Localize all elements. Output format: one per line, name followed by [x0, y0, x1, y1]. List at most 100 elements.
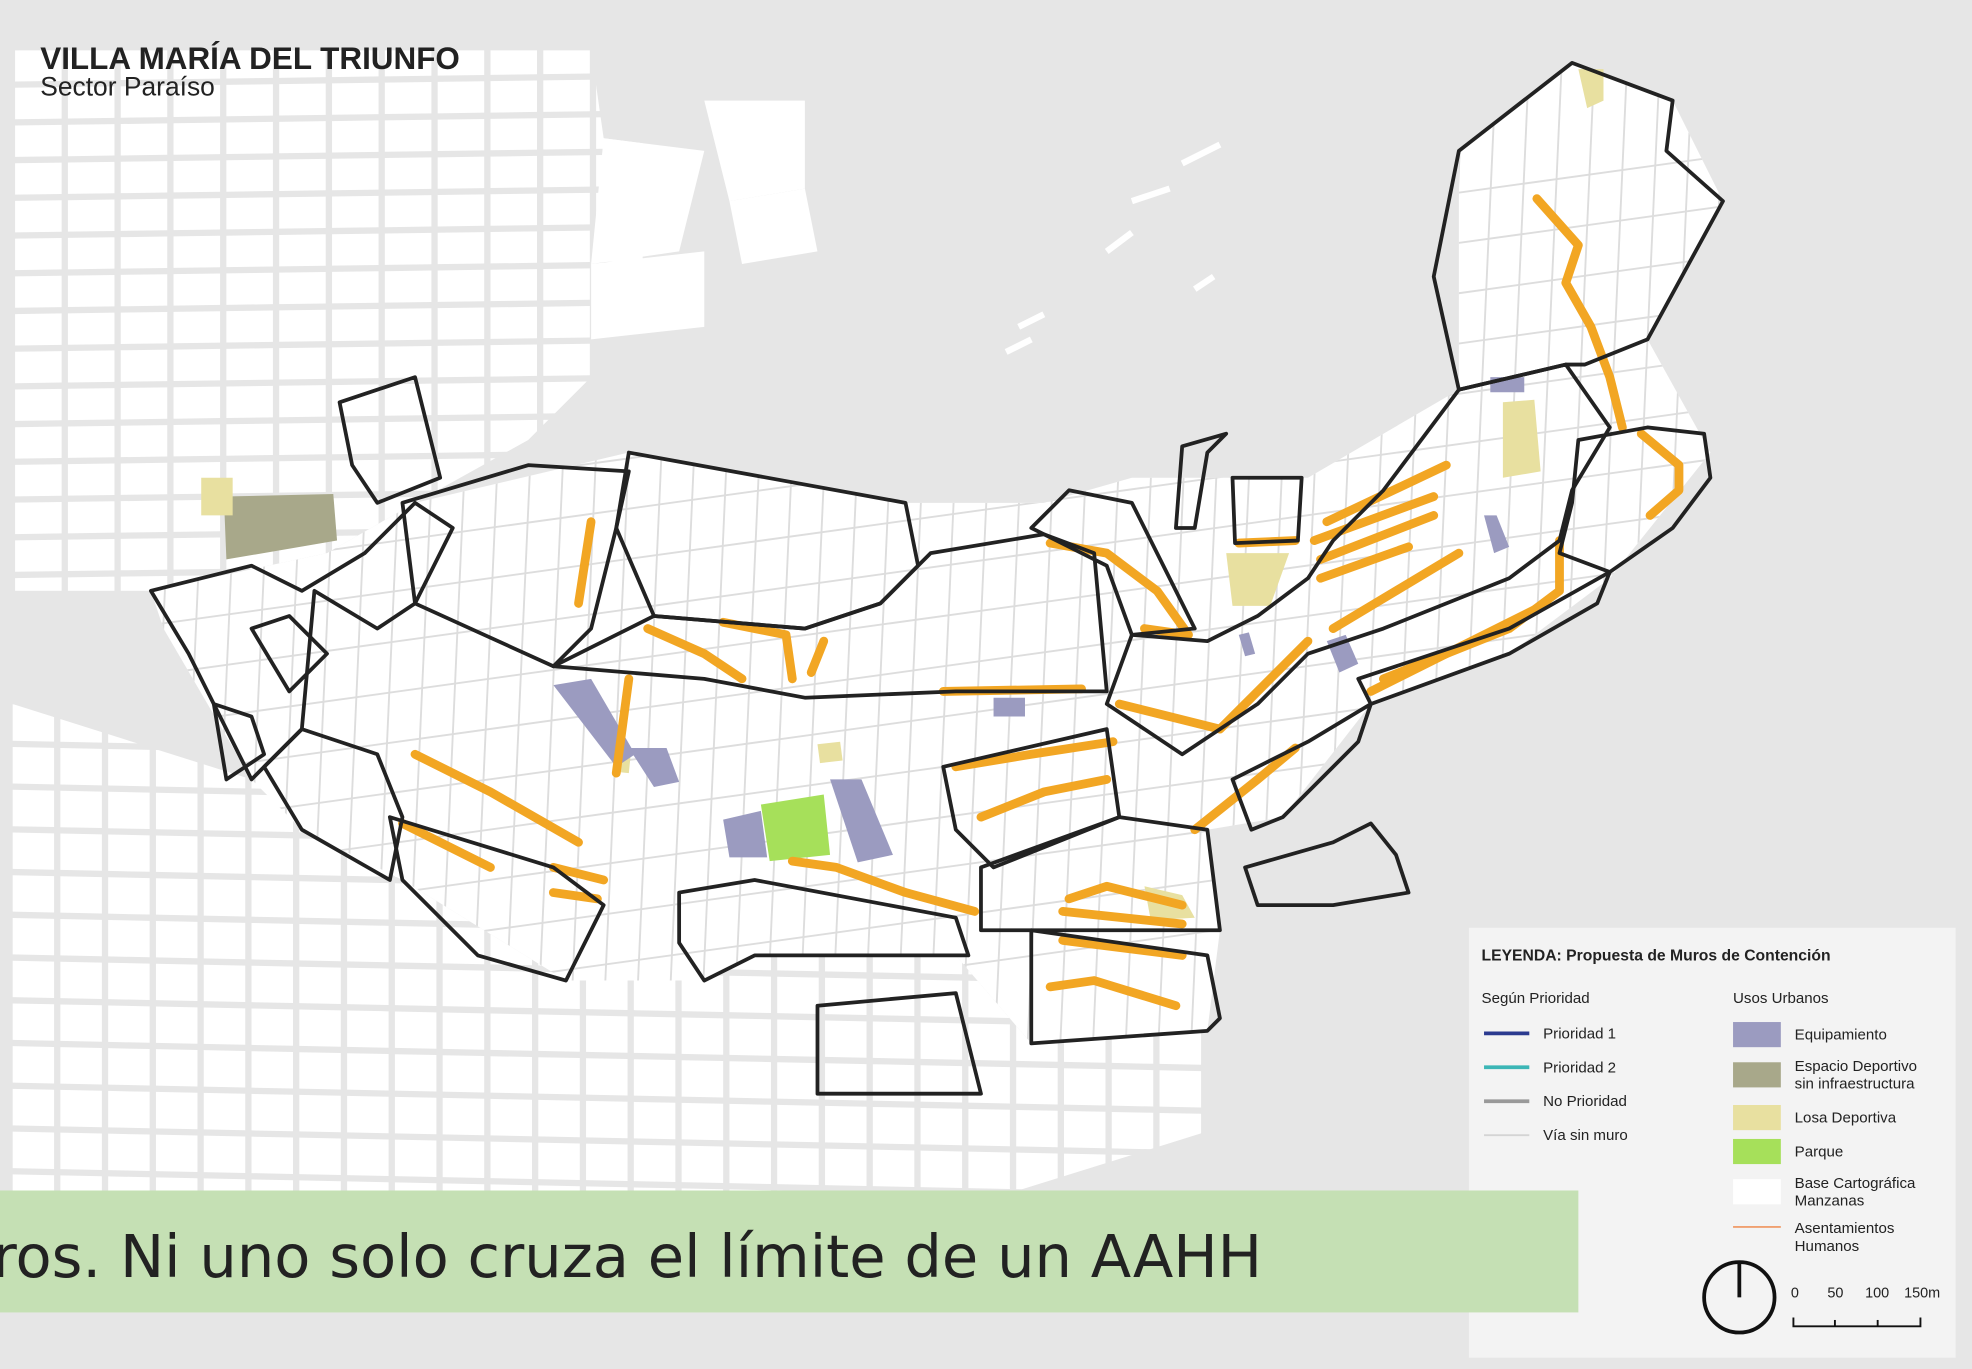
block — [729, 1061, 771, 1099]
legend-swatch — [1733, 1138, 1781, 1165]
boundary — [337, 375, 443, 505]
block — [384, 81, 432, 115]
caption-box — [0, 1190, 1579, 1313]
boundary — [1557, 425, 1713, 574]
block — [279, 158, 326, 191]
legend-label: Equipamiento — [1795, 1027, 1887, 1044]
wall — [1316, 511, 1439, 564]
block — [226, 461, 273, 494]
legend-swatch — [1733, 1179, 1781, 1205]
scale-bar: 0 50 100 150m — [1791, 1285, 1940, 1328]
facility — [993, 697, 1025, 717]
block — [67, 425, 115, 458]
block — [394, 1011, 437, 1049]
settlement-boundaries — [149, 60, 1725, 1096]
block — [155, 792, 198, 831]
block — [67, 538, 115, 572]
block — [586, 1100, 628, 1139]
boundary — [1174, 431, 1229, 530]
block — [437, 232, 485, 265]
block-fragment — [1004, 336, 1033, 355]
block — [67, 463, 115, 496]
block — [203, 1135, 246, 1173]
street — [150, 401, 1723, 630]
block — [1159, 1070, 1202, 1108]
block — [15, 501, 62, 535]
block — [120, 462, 168, 495]
block — [251, 1179, 294, 1195]
block — [15, 426, 62, 459]
block-fragment — [1130, 185, 1171, 205]
block — [920, 1065, 963, 1103]
block — [1016, 1109, 1058, 1148]
block — [60, 790, 102, 829]
block — [437, 156, 485, 189]
legend-label: Parque — [1795, 1144, 1844, 1161]
block — [543, 230, 590, 263]
legend-label: Losa Deportiva — [1795, 1110, 1897, 1127]
block — [920, 979, 963, 1018]
wall — [787, 856, 980, 916]
block — [155, 878, 198, 916]
block — [15, 237, 62, 271]
block — [203, 964, 246, 1003]
block — [332, 195, 379, 228]
block — [384, 119, 432, 152]
block — [704, 100, 805, 202]
block — [394, 968, 437, 1007]
block — [251, 1008, 294, 1046]
block — [15, 124, 62, 157]
street — [150, 552, 1723, 781]
block — [490, 970, 532, 1009]
wall — [718, 617, 797, 684]
block — [543, 50, 590, 75]
block — [173, 348, 221, 381]
block — [155, 1177, 198, 1195]
block — [384, 308, 432, 341]
block — [251, 965, 294, 1004]
block — [173, 160, 221, 193]
block — [15, 87, 62, 120]
block — [681, 1145, 724, 1184]
block — [384, 345, 432, 379]
block — [226, 310, 273, 343]
block — [173, 84, 221, 118]
street — [150, 451, 1723, 680]
block — [299, 1009, 341, 1047]
scale-label: 150m — [1904, 1285, 1940, 1301]
block — [279, 234, 326, 267]
block — [67, 86, 115, 119]
facility — [830, 779, 893, 863]
boundary — [1104, 362, 1612, 757]
block — [120, 123, 168, 156]
block — [226, 272, 273, 305]
block — [155, 1134, 198, 1172]
block — [437, 420, 485, 453]
block — [538, 1099, 580, 1138]
block — [538, 1142, 580, 1181]
block — [437, 81, 485, 114]
wall — [976, 775, 1112, 822]
block — [108, 1176, 150, 1195]
block — [394, 1054, 437, 1092]
block — [543, 343, 590, 376]
block — [394, 1139, 437, 1177]
block — [203, 1007, 246, 1045]
block — [120, 500, 168, 533]
block — [543, 268, 590, 301]
wall — [1316, 542, 1413, 583]
wall — [1322, 460, 1451, 527]
block — [777, 1147, 819, 1186]
block — [543, 306, 590, 339]
block — [384, 270, 432, 303]
block — [12, 1088, 55, 1127]
block — [437, 194, 485, 227]
block — [15, 313, 62, 346]
block — [15, 200, 62, 233]
block — [825, 1063, 867, 1101]
block — [279, 347, 326, 380]
block-fragment — [1180, 141, 1222, 167]
block — [67, 312, 115, 345]
boundary — [1230, 475, 1304, 545]
block — [394, 925, 437, 964]
